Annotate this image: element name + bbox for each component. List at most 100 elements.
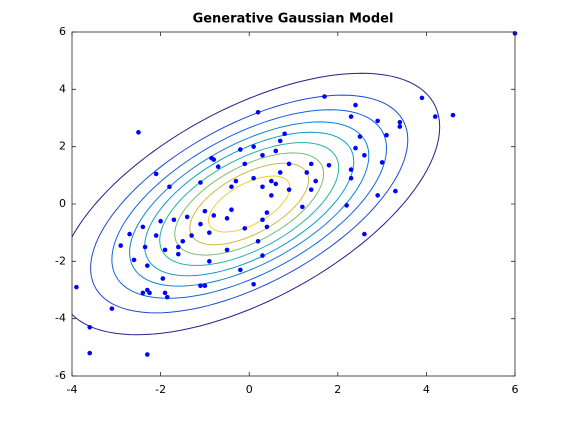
chart-title: Generative Gaussian Model [193, 12, 394, 27]
data-point [202, 208, 208, 214]
data-point [277, 170, 283, 175]
data-point [87, 324, 93, 330]
data-point [348, 167, 354, 172]
data-point [176, 251, 181, 257]
data-point [147, 290, 152, 296]
data-point [326, 163, 332, 168]
data-point [164, 294, 170, 300]
data-point [198, 283, 203, 289]
data-point [264, 210, 270, 215]
data-point [260, 152, 265, 158]
data-point [153, 233, 159, 238]
data-point [273, 148, 279, 154]
data-point [277, 138, 283, 144]
contour-line [159, 142, 340, 266]
data-point [233, 178, 239, 184]
data-point [198, 180, 203, 185]
data-point [313, 178, 318, 184]
data-point [353, 102, 358, 108]
data-point [260, 184, 265, 190]
data-point [397, 120, 403, 125]
data-point [450, 112, 456, 118]
data-point [189, 233, 194, 238]
data-point [215, 164, 221, 170]
x-tick-label: 0 [246, 383, 253, 396]
x-tick-label: -4 [67, 383, 78, 396]
data-point [255, 238, 261, 244]
data-point [153, 171, 159, 177]
x-tick-label: 6 [512, 383, 519, 396]
data-point [198, 221, 203, 227]
data-point [353, 145, 358, 151]
data-point [419, 95, 425, 101]
y-tick-label: -6 [55, 369, 66, 382]
data-point [167, 184, 172, 190]
data-point [264, 224, 270, 230]
data-point [260, 217, 265, 223]
contour-line [129, 121, 370, 287]
data-point [229, 207, 234, 213]
contour-line [72, 72, 441, 336]
data-point [142, 244, 148, 250]
data-point [109, 306, 115, 311]
x-tick-label: 2 [334, 383, 341, 396]
data-point [118, 243, 124, 248]
data-point [131, 257, 137, 263]
data-point [140, 224, 146, 230]
data-point [171, 217, 177, 223]
y-tick-label: -4 [55, 312, 66, 325]
data-point [145, 263, 150, 268]
data-point [384, 132, 389, 138]
data-point [136, 130, 141, 135]
data-point [375, 118, 380, 124]
data-point [224, 247, 230, 253]
data-point [127, 231, 132, 237]
x-tick-label: 4 [423, 383, 430, 396]
data-point [242, 226, 248, 231]
y-tick-label: 6 [59, 25, 66, 38]
data-point [348, 175, 354, 181]
data-point [308, 161, 314, 167]
mark-group [74, 31, 518, 357]
data-point [304, 170, 310, 175]
data-point [209, 155, 214, 161]
data-point [158, 218, 163, 224]
data-point [379, 160, 385, 165]
data-point [362, 231, 367, 237]
data-point [176, 244, 181, 250]
y-tick-label: 0 [59, 197, 66, 210]
data-point [432, 114, 438, 119]
data-point [286, 187, 292, 192]
data-point [162, 290, 168, 296]
data-point [184, 214, 190, 220]
data-point [348, 114, 354, 119]
data-point [251, 175, 256, 181]
y-tick-label: 2 [59, 140, 66, 153]
data-point [238, 267, 243, 273]
data-point [207, 259, 212, 264]
y-tick-label: 4 [59, 82, 66, 95]
data-point [255, 109, 261, 115]
data-point [269, 178, 274, 184]
data-point [87, 350, 93, 356]
data-point [282, 131, 287, 137]
data-point [286, 161, 292, 167]
data-point [260, 253, 265, 258]
contour-line [111, 109, 388, 299]
data-point [145, 352, 150, 357]
data-point [229, 184, 234, 190]
contour-line [207, 175, 291, 233]
data-point [238, 147, 243, 152]
data-point [251, 281, 256, 287]
contour-group [72, 72, 441, 336]
contour-line [189, 162, 310, 246]
data-point [322, 94, 327, 99]
y-tick-label: -2 [55, 254, 66, 267]
data-point [160, 276, 166, 281]
data-point [211, 213, 217, 218]
data-point [207, 230, 212, 235]
data-point [242, 161, 248, 167]
data-point [393, 188, 398, 194]
data-point [269, 193, 274, 198]
